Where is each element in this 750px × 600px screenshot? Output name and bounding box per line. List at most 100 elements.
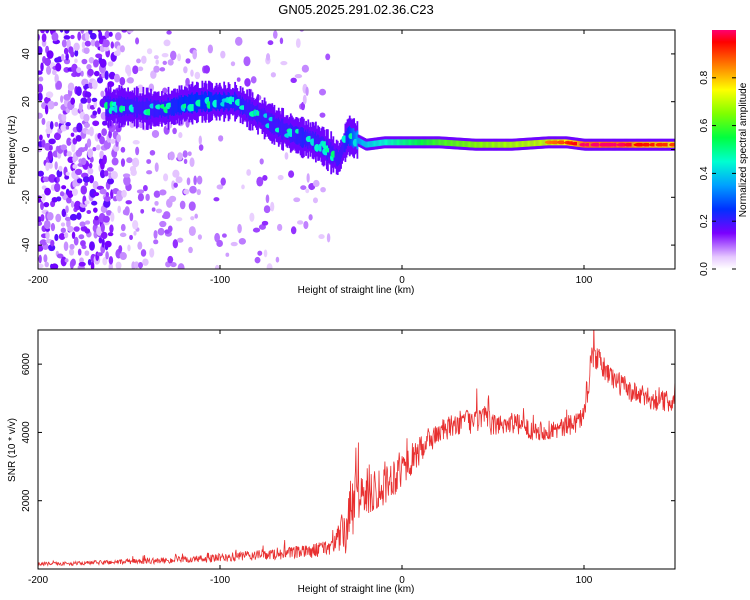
spectrogram-noise-cell [76, 67, 82, 74]
spectrogram-ridge-cell [519, 141, 522, 148]
spectrogram-noise-cell [75, 135, 82, 142]
snr-y-label: SNR (10 * v/v) [7, 418, 18, 482]
spectrogram-noise-cell [250, 76, 257, 84]
spectrogram-noise-cell [53, 101, 59, 107]
spectrogram-ridge-cell [150, 98, 152, 119]
spectrogram-ridge-cell [446, 139, 448, 146]
spectrogram-noise-cell [46, 65, 52, 75]
spectrogram-ridge-cell [416, 139, 419, 146]
spectrogram-noise-cell [100, 231, 108, 240]
spectrogram-noise-cell [135, 146, 140, 156]
spectrogram-noise-cell [107, 178, 115, 185]
spectrogram-ridge-cell [506, 141, 508, 148]
spectrogram-ridge-cell [353, 128, 356, 149]
spectrogram-ridge-cell [439, 139, 442, 146]
spectrogram-noise-cell [95, 144, 101, 151]
spectrogram-ridge-cell [434, 139, 436, 146]
spectrogram-noise-cell [70, 34, 75, 40]
spectrogram-noise-cell [258, 224, 267, 230]
spectrogram-x-axis: -200 -100 0 100 [28, 30, 593, 286]
spectrogram-noise-cell [101, 238, 105, 248]
spectrogram-noise-cell [230, 241, 238, 247]
spectrogram-noise-cell [97, 76, 104, 84]
spectrogram-noise-cell [132, 219, 139, 230]
spectrogram-noise-cell [149, 150, 156, 156]
spectrogram-noise-cell [140, 208, 145, 214]
spectrogram-noise-cell [238, 238, 247, 245]
spectrogram-noise-cell [77, 248, 82, 256]
spectrogram-noise-cell [159, 189, 167, 196]
spectrogram-noise-cell [146, 48, 153, 55]
spectrogram-noise-cell [65, 205, 69, 213]
spectrogram-ridge-cell [543, 139, 546, 146]
spectrogram-y-label: Frequency (Hz) [7, 116, 18, 185]
spectrogram-y-axis: 40 20 0 -20 -40 [21, 48, 675, 252]
spectrogram-noise-cell [78, 234, 85, 240]
spectrogram-noise-cell [189, 157, 195, 168]
spectrogram-noise-cell [45, 162, 50, 171]
spectrogram-ridge-cell [427, 139, 430, 146]
spectrogram-noise-cell [93, 192, 100, 197]
spectrogram-noise-cell [254, 256, 261, 264]
spectrogram-ridge-cell [335, 148, 338, 166]
spectrogram-ridge-cell [177, 99, 180, 113]
spectrogram-ridge-cell [189, 95, 192, 112]
spectrogram-noise-cell [79, 221, 86, 227]
spectrogram-ridge-cell [483, 141, 485, 148]
spectrogram-noise-cell [151, 207, 156, 212]
spectrogram-noise-cell [122, 173, 131, 178]
spectrogram-ridge-cell [274, 119, 277, 133]
spectrogram-ridge-cell [317, 134, 319, 153]
spectrogram-noise-cell [305, 86, 309, 96]
spectrogram-noise-cell [63, 58, 71, 65]
spectrogram-ridge-cell [539, 139, 542, 146]
spectrogram-ridge-cell [530, 140, 532, 147]
spectrogram-ridge-cell [406, 139, 409, 146]
spectrogram-ridge-cell [464, 141, 467, 148]
spectrogram-noise-cell [60, 144, 67, 151]
spectrogram-ridge-cell [135, 96, 138, 118]
spectrogram-noise-cell [284, 152, 289, 160]
y-tick-label: -20 [21, 190, 32, 205]
spectrogram-ridge-cell [507, 141, 509, 148]
spectrogram-ridge-cell [412, 139, 414, 146]
spectrogram-ridge-cell [272, 115, 275, 133]
spectrogram-ridge-cell [191, 92, 194, 114]
spectrogram-noise-cell [98, 236, 103, 244]
spectrogram-noise-cell [186, 177, 191, 186]
spectrogram-ridge-cell [357, 137, 360, 144]
spectrogram-ridge-cell [399, 139, 401, 146]
spectrogram-noise-cell [78, 261, 86, 267]
spectrogram-noise-cell [42, 176, 50, 183]
spectrogram-noise-cell [188, 226, 196, 237]
spectrogram-noise-cell [89, 32, 97, 40]
spectrogram-ridge-cell [487, 141, 490, 148]
spectrogram-ridge-cell [452, 140, 455, 147]
spectrogram-noise-cell [102, 154, 107, 165]
spectrogram-noise-cell [92, 146, 97, 152]
x-tick-label: 100 [576, 275, 593, 286]
spectrogram-ridge-cell [145, 98, 148, 120]
spectrogram-ridge-cell [429, 139, 432, 146]
spectrogram-ridge-cell [245, 100, 247, 115]
spectrogram-noise-cell [279, 37, 284, 45]
spectrogram-noise-cell [197, 234, 202, 240]
spectrogram-ridge-cell [180, 95, 183, 115]
spectrogram-noise-cell [81, 41, 86, 49]
spectrogram-noise-cell [92, 120, 100, 127]
spectrogram-noise-cell [132, 140, 140, 145]
spectrogram-noise-cell [73, 42, 80, 51]
spectrogram-noise-cell [194, 213, 198, 219]
spectrogram-ridge-cell [344, 133, 347, 153]
spectrogram-noise-cell [129, 212, 134, 222]
spectrogram-noise-cell [109, 224, 114, 233]
spectrogram-ridge-cell [343, 139, 346, 152]
spectrogram-ridge-cell [415, 139, 418, 146]
spectrogram-noise-cell [48, 244, 56, 252]
spectrogram-noise-cell [263, 205, 271, 214]
spectrogram-noise-cell [38, 70, 43, 75]
spectrogram-ridge-cell [508, 141, 511, 148]
spectrogram-noise-cell [198, 144, 204, 151]
spectrogram-noise-cell [51, 196, 58, 203]
spectrogram-ridge-cell [498, 141, 501, 148]
